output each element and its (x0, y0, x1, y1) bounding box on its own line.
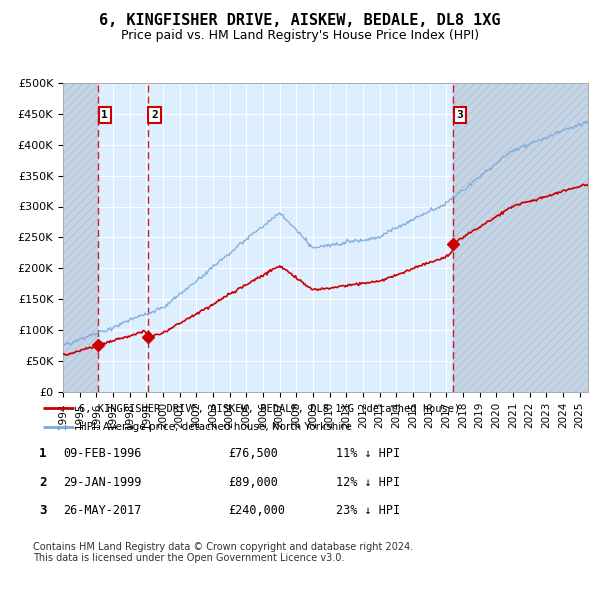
Text: 3: 3 (457, 110, 463, 120)
Text: 2: 2 (151, 110, 158, 120)
Text: 1: 1 (101, 110, 108, 120)
Text: 1: 1 (39, 447, 46, 460)
Text: 11% ↓ HPI: 11% ↓ HPI (336, 447, 400, 460)
Bar (63, 83, 98, 392)
Text: 23% ↓ HPI: 23% ↓ HPI (336, 504, 400, 517)
Text: HPI: Average price, detached house, North Yorkshire: HPI: Average price, detached house, Nort… (79, 422, 352, 432)
Text: Price paid vs. HM Land Registry's House Price Index (HPI): Price paid vs. HM Land Registry's House … (121, 30, 479, 42)
Text: £240,000: £240,000 (228, 504, 285, 517)
Text: 6, KINGFISHER DRIVE, AISKEW, BEDALE, DL8 1XG (detached house): 6, KINGFISHER DRIVE, AISKEW, BEDALE, DL8… (79, 403, 460, 413)
Text: 09-FEB-1996: 09-FEB-1996 (63, 447, 142, 460)
Bar (454, 83, 588, 392)
Text: £89,000: £89,000 (228, 476, 278, 489)
Text: 6, KINGFISHER DRIVE, AISKEW, BEDALE, DL8 1XG: 6, KINGFISHER DRIVE, AISKEW, BEDALE, DL8… (99, 13, 501, 28)
Text: 26-MAY-2017: 26-MAY-2017 (63, 504, 142, 517)
Text: £76,500: £76,500 (228, 447, 278, 460)
Text: Contains HM Land Registry data © Crown copyright and database right 2024.
This d: Contains HM Land Registry data © Crown c… (33, 542, 413, 563)
Text: 2: 2 (39, 476, 46, 489)
Text: 12% ↓ HPI: 12% ↓ HPI (336, 476, 400, 489)
Text: 3: 3 (39, 504, 46, 517)
Text: 29-JAN-1999: 29-JAN-1999 (63, 476, 142, 489)
